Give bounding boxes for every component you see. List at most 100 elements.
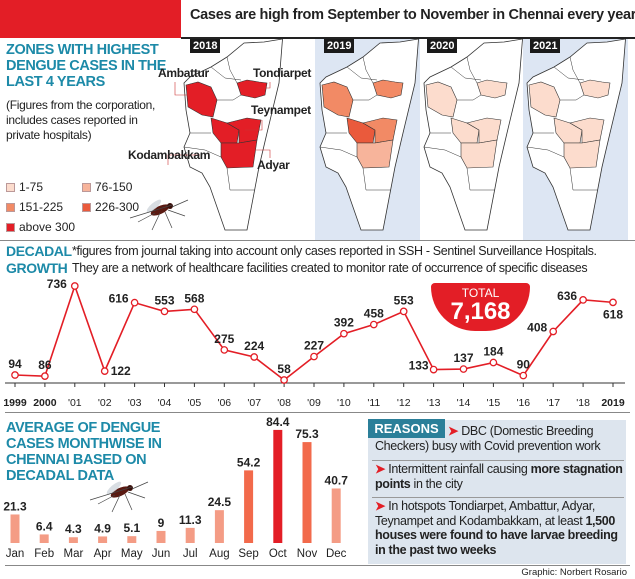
month-label: Jul [183, 548, 198, 560]
graphic-credit: Graphic: Norbert Rosario [521, 567, 627, 578]
zone-ambattur [528, 81, 561, 118]
zone-label: Teynampet [251, 103, 311, 117]
data-point [280, 376, 288, 384]
data-point [459, 365, 468, 373]
zone-tondiarpet [372, 79, 404, 99]
data-label: 616 [109, 292, 129, 306]
data-label: 408 [527, 320, 547, 334]
zone-boundary [450, 66, 482, 81]
map-2020 [423, 39, 523, 231]
bar-value-label: 75.3 [295, 427, 319, 441]
x-tick-label: '03 [128, 397, 142, 409]
legend-label: above 300 [19, 220, 76, 234]
data-label: 568 [184, 291, 204, 305]
zone-adyar [220, 139, 258, 169]
data-point [41, 372, 49, 380]
chevron-right-icon: ➤ [375, 499, 389, 513]
x-tick-label: '09 [307, 397, 321, 409]
data-point [70, 282, 79, 290]
legend-swatch [6, 182, 15, 192]
zone-label: Kodambakkam [128, 148, 211, 162]
legend-label: 151-225 [19, 200, 64, 214]
data-label: 736 [47, 277, 67, 291]
bar [214, 510, 224, 543]
bar-value-label: 4.9 [94, 521, 111, 535]
map-year-2019: 2019 [324, 39, 355, 53]
legend-swatch [82, 182, 91, 192]
zone-adyar [460, 139, 498, 169]
x-tick-label: '11 [367, 397, 380, 409]
data-label: 458 [364, 307, 384, 321]
decadal-note-line1: *figures from journal taking into accoun… [72, 244, 597, 258]
zone-label: Ambattur [158, 66, 209, 80]
leader-line [255, 149, 271, 158]
zone-boundary [353, 94, 378, 101]
legend-label: 76-150 [95, 180, 133, 194]
reason-text: Intermittent rainfall causing [388, 462, 531, 476]
zone-boundary [466, 167, 495, 191]
bar [185, 527, 195, 543]
month-label: Aug [209, 548, 229, 560]
reasons-panel [368, 420, 626, 564]
zone-boundary [569, 167, 598, 191]
monthly-bar-chart: 21.3 Jan 6.4 Feb 4.3 Mar 4.9 Apr 5.1 May 9 Jun 11.3 J… [3, 415, 348, 560]
total-badge: TOTAL 7,168 [431, 283, 530, 331]
bar-value-label: 84.4 [266, 415, 290, 429]
x-tick-label: '08 [277, 397, 291, 409]
legend-label: 1-75 [19, 180, 44, 194]
leader-line [245, 120, 263, 131]
reasons-label: REASONS [368, 419, 445, 438]
leader-line [258, 82, 271, 89]
zone-boundary [217, 94, 242, 101]
month-label: Sep [238, 548, 258, 560]
zone-label: Tondiarpet [253, 66, 312, 80]
zone-boundary [466, 56, 478, 84]
legend-swatch [82, 202, 91, 212]
bar [302, 442, 312, 543]
zone-adyar [356, 139, 394, 169]
header-red-block [0, 0, 181, 38]
zone-boundary [210, 66, 242, 81]
data-point [100, 367, 109, 375]
month-label: Dec [326, 548, 347, 560]
data-point [399, 307, 408, 316]
x-tick-label: '16 [516, 397, 530, 409]
month-label: Mar [63, 548, 83, 560]
x-tick-label: '07 [247, 397, 261, 409]
x-tick-label: '10 [337, 397, 351, 409]
month-label: Oct [269, 548, 288, 560]
data-point [220, 346, 229, 354]
zone-boundary [319, 146, 358, 158]
x-tick-label: '13 [427, 397, 441, 409]
zone-boundary [183, 146, 222, 158]
bar [98, 536, 108, 543]
zone-tondiarpet [476, 79, 508, 99]
data-point [250, 353, 259, 361]
zone-boundary [362, 167, 391, 191]
legend-swatch [6, 202, 15, 212]
month-label: Jan [6, 548, 25, 560]
data-point [579, 296, 587, 304]
decadal-title-line1: DECADAL [6, 243, 72, 259]
zone-ambattur [425, 81, 458, 118]
map-year-2020: 2020 [427, 39, 458, 53]
map-2021 [526, 39, 626, 231]
bar-value-label: 21.3 [3, 499, 27, 513]
map-2018 [183, 39, 283, 231]
bar-value-label: 11.3 [179, 513, 202, 527]
data-label: 275 [214, 332, 234, 346]
data-label: 133 [409, 359, 429, 373]
total-label: TOTAL [461, 286, 500, 300]
month-label: May [121, 548, 143, 560]
bar-value-label: 54.2 [237, 455, 261, 469]
data-label: 227 [304, 339, 324, 353]
zone-boundary [569, 56, 581, 84]
data-label: 636 [557, 289, 577, 303]
decadal-title-line2: GROWTH [6, 260, 68, 276]
zone-tondiarpet [236, 79, 268, 99]
bar [273, 429, 283, 543]
monthly-title: AVERAGE OF DENGUE CASES MONTHWISE IN CHE… [6, 420, 162, 484]
data-label: 137 [453, 351, 473, 365]
chevron-right-icon: ➤ [448, 424, 462, 438]
decadal-note: *figures from journal taking into accoun… [72, 243, 597, 277]
